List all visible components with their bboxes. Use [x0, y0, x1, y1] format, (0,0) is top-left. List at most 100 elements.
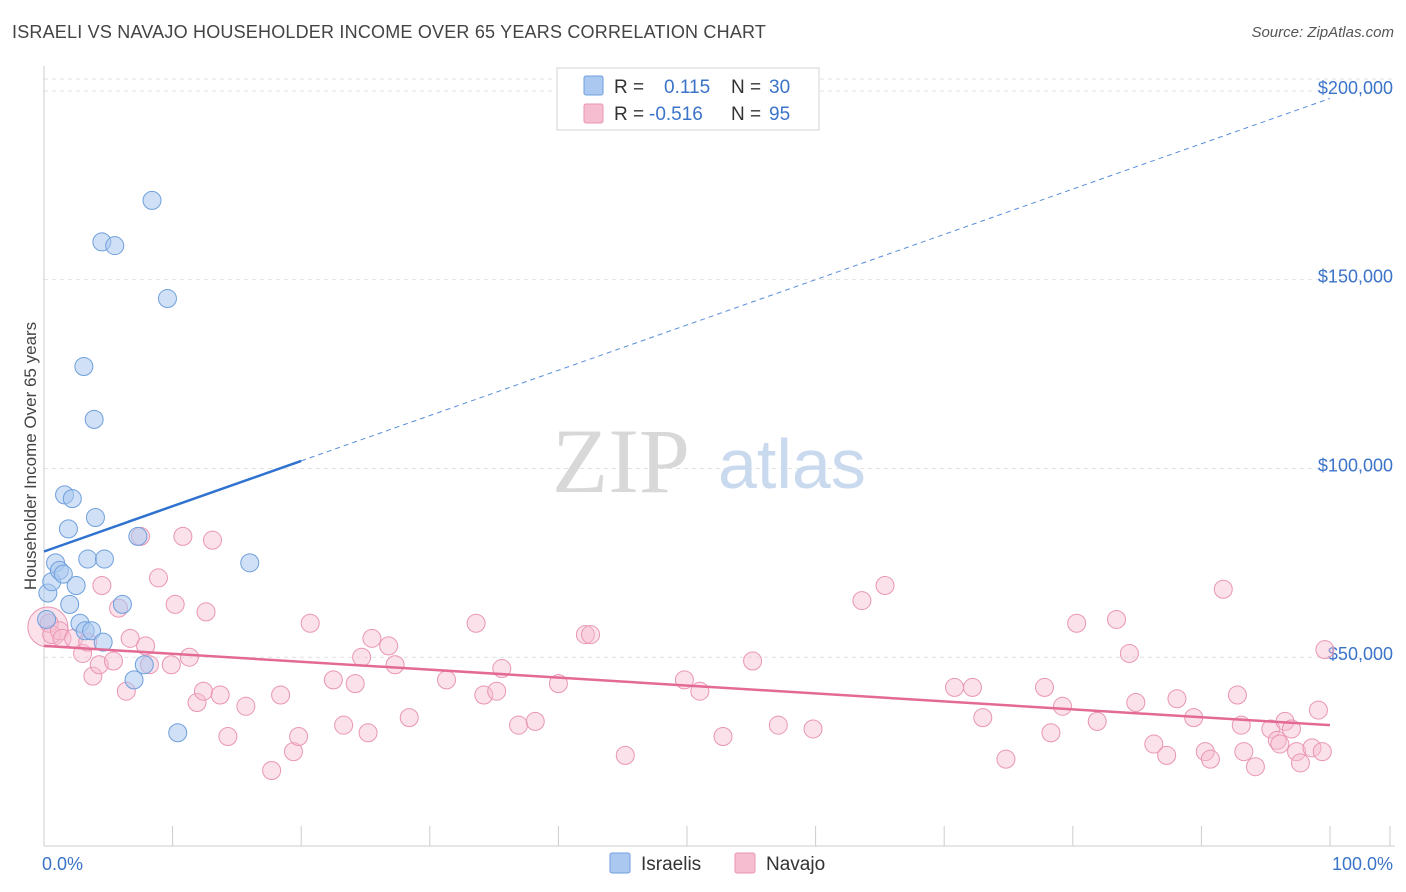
navajo-point-10 [103, 651, 123, 671]
israelis-r-value: 0.115 [664, 77, 710, 98]
navajo-point-41 [385, 655, 405, 675]
navajo-point-87 [1270, 734, 1290, 754]
navajo-r-label: R = [614, 104, 644, 125]
israelis-point-7 [58, 519, 78, 539]
navajo-point-66 [1035, 677, 1055, 697]
navajo-point-36 [345, 674, 365, 694]
israelis-point-19 [93, 632, 113, 652]
legend-israelis-swatch [609, 852, 631, 874]
navajo-n-value: 95 [769, 104, 790, 125]
chart-title: ISRAELI VS NAVAJO HOUSEHOLDER INCOME OVE… [12, 22, 767, 42]
y-axis-title: Householder Income Over 65 years [21, 322, 40, 590]
navajo-point-62 [944, 677, 964, 697]
navajo-point-75 [1157, 745, 1177, 765]
x-tick-label-start: 0.0% [42, 854, 83, 874]
israelis-point-17 [85, 508, 105, 528]
navajo-point-34 [323, 670, 343, 690]
navajo-point-33 [300, 613, 320, 633]
watermark-atlas: atlas [718, 425, 866, 503]
navajo-r-value: -0.516 [649, 104, 703, 125]
israelis-point-21 [105, 236, 125, 256]
navajo-point-89 [1281, 719, 1301, 739]
navajo-point-73 [1126, 693, 1146, 713]
navajo-point-60 [852, 591, 872, 611]
watermark: ZIP atlas [552, 410, 866, 512]
israelis-trend-extension [301, 97, 1331, 462]
israelis-point-28 [168, 723, 188, 743]
navajo-point-26 [210, 685, 230, 705]
navajo-point-49 [525, 711, 545, 731]
navajo-point-30 [271, 685, 291, 705]
navajo-point-40 [379, 636, 399, 656]
navajo-point-94 [1312, 742, 1332, 762]
israelis-point-8 [60, 594, 80, 614]
navajo-point-64 [973, 708, 993, 728]
navajo-point-70 [1087, 711, 1107, 731]
navajo-point-48 [509, 715, 529, 735]
navajo-point-93 [1308, 700, 1328, 720]
navajo-point-35 [334, 715, 354, 735]
navajo-point-9 [92, 575, 112, 595]
navajo-point-86 [1267, 730, 1287, 750]
israelis-point-25 [134, 655, 154, 675]
israelis-points [37, 190, 260, 743]
israelis-point-24 [128, 526, 148, 546]
navajo-point-15 [136, 636, 156, 656]
navajo-point-81 [1227, 685, 1247, 705]
israelis-point-16 [84, 409, 104, 429]
israelis-r-label: R = [614, 77, 644, 98]
navajo-point-7 [83, 666, 103, 686]
legend-navajo-swatch [734, 852, 756, 874]
navajo-point-90 [1287, 742, 1307, 762]
navajo-point-22 [187, 693, 207, 713]
source-credit: Source: ZipAtlas.com [1251, 24, 1394, 41]
navajo-point-52 [581, 625, 601, 645]
navajo-point-43 [437, 670, 457, 690]
navajo-point-83 [1234, 742, 1254, 762]
israelis-trend-line [43, 459, 302, 553]
navajo-point-27 [218, 727, 238, 747]
navajo-point-19 [165, 594, 185, 614]
navajo-point-37 [352, 647, 372, 667]
y-tick-label-1: $100,000 [1318, 455, 1393, 475]
israelis-point-12 [74, 356, 94, 376]
navajo-point-24 [196, 602, 216, 622]
israelis-point-9 [62, 489, 82, 509]
navajo-point-56 [713, 727, 733, 747]
legend-navajo-label: Navajo [766, 854, 825, 875]
navajo-point-71 [1107, 609, 1127, 629]
y-tick-label-3: $200,000 [1318, 78, 1393, 98]
navajo-point-65 [996, 749, 1016, 769]
navajo-point-42 [399, 708, 419, 728]
israelis-point-20 [94, 549, 114, 569]
navajo-point-50 [548, 674, 568, 694]
x-tick-labels: 0.0% 100.0% [42, 854, 1393, 874]
watermark-zip: ZIP [552, 410, 690, 512]
navajo-point-79 [1200, 749, 1220, 769]
israelis-point-29 [240, 553, 260, 573]
y-tick-labels: $50,000 $100,000 $150,000 $200,000 [1318, 78, 1393, 664]
navajo-point-95 [1315, 640, 1335, 660]
israelis-point-27 [157, 289, 177, 309]
y-tick-label-2: $150,000 [1318, 267, 1393, 287]
navajo-point-58 [768, 715, 788, 735]
navajo-point-63 [962, 677, 982, 697]
legend-israelis-label: Israelis [641, 854, 701, 875]
navajo-point-46 [487, 681, 507, 701]
x-tick-label-end: 100.0% [1332, 854, 1393, 874]
navajo-trend-line [43, 644, 1331, 727]
navajo-point-74 [1144, 734, 1164, 754]
navajo-point-23 [193, 681, 213, 701]
navajo-point-68 [1053, 696, 1073, 716]
navajo-point-38 [358, 723, 378, 743]
israelis-point-10 [66, 575, 86, 595]
israelis-n-value: 30 [769, 77, 790, 98]
israelis-point-22 [112, 594, 132, 614]
israelis-point-23 [124, 670, 144, 690]
navajo-point-31 [283, 742, 303, 762]
navajo-point-21 [179, 647, 199, 667]
navajo-point-32 [289, 727, 309, 747]
navajo-point-91 [1290, 753, 1310, 773]
navajo-point-29 [262, 760, 282, 780]
